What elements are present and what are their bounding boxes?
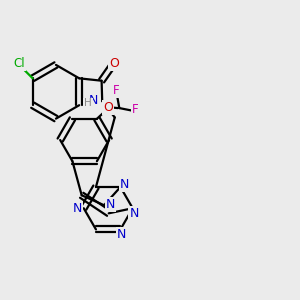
Text: O: O [109,57,119,70]
Text: N: N [120,178,129,191]
Text: N: N [117,228,127,241]
Text: F: F [132,103,139,116]
Text: N: N [73,202,82,215]
Text: Cl: Cl [14,57,25,70]
Text: H: H [84,98,92,108]
Text: F: F [113,84,119,97]
Text: N: N [106,198,115,211]
Text: O: O [103,101,113,114]
Text: N: N [130,206,139,220]
Text: N: N [89,94,98,107]
